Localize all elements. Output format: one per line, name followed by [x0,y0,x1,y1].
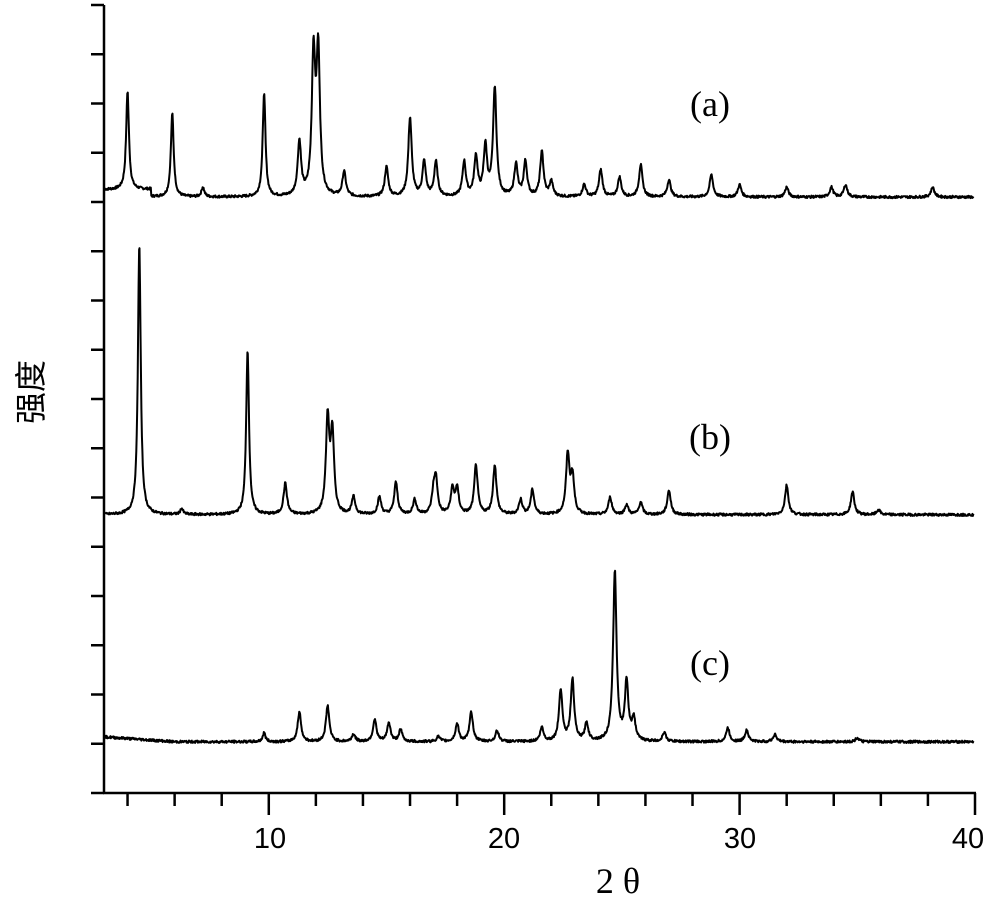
series-label-b: (b) [689,417,731,457]
series-line-b [104,247,975,517]
series-line-c [104,569,975,744]
x-tick-label: 30 [724,823,756,855]
diffraction-curves [104,32,975,744]
x-tick-label: 10 [254,823,286,855]
axis-ticks [91,3,977,815]
x-tick-label: 20 [488,823,520,855]
series-line-a [104,32,975,200]
y-axis-title: 强度 [12,360,50,424]
series-label-c: (c) [690,643,730,683]
x-tick-label: 40 [952,823,984,855]
x-axis-title: 2 θ [596,861,640,901]
series-label-a: (a) [690,84,730,124]
